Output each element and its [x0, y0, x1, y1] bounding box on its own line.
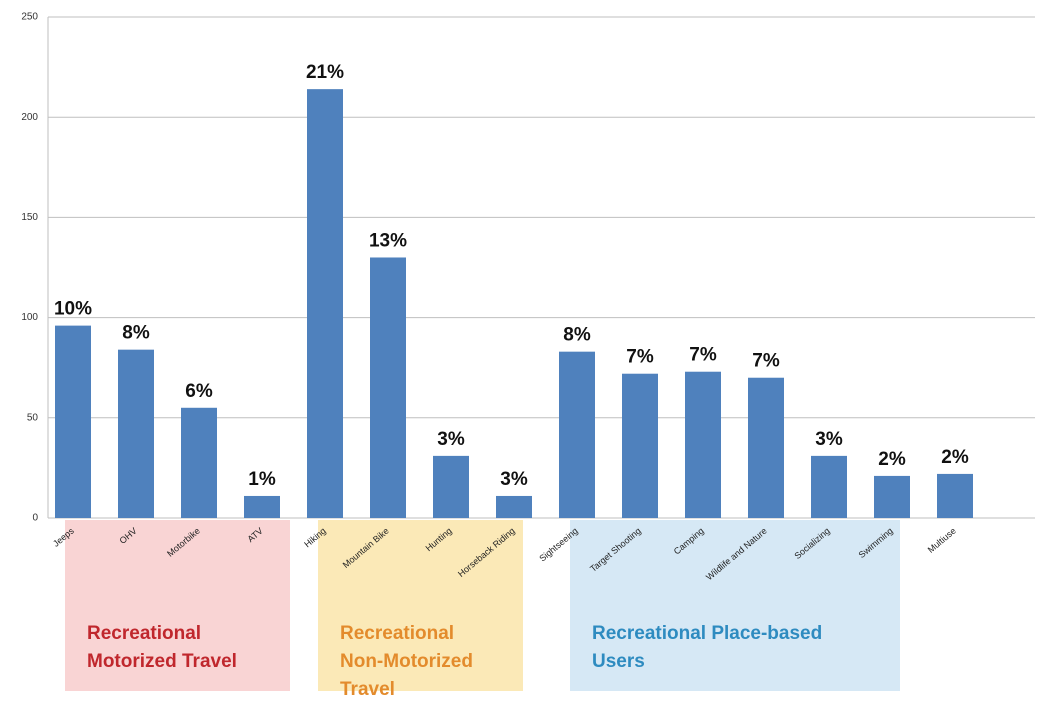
bar-label: 7% — [626, 347, 654, 368]
bar-label: 6% — [185, 381, 213, 402]
x-tick-label: Swimming — [857, 526, 895, 560]
bar-label: 3% — [500, 469, 528, 490]
bar-label: 8% — [563, 325, 591, 346]
bar — [181, 407, 217, 518]
x-tick-label: Hunting — [424, 526, 454, 554]
bar — [118, 349, 154, 518]
bar — [874, 475, 910, 518]
bar-label: 3% — [437, 429, 465, 450]
bar-label: 1% — [248, 469, 276, 490]
bar — [244, 495, 280, 518]
x-tick-label: Horseback Riding — [456, 526, 517, 579]
x-tick-label: ATV — [245, 526, 264, 544]
bar-label: 3% — [815, 429, 843, 450]
bar — [433, 455, 469, 518]
x-tick-label: Jeeps — [51, 525, 76, 548]
bar-label: 13% — [369, 230, 407, 251]
x-tick-label: Target Shooting — [588, 526, 643, 574]
y-tick-label: 150 — [21, 212, 38, 223]
y-tick-label: 250 — [21, 12, 38, 23]
bar-label: 7% — [752, 351, 780, 372]
group-box: Recreational Place-based Users — [570, 520, 900, 691]
x-tick-label: Motorbike — [165, 526, 202, 559]
bar — [370, 257, 406, 518]
bar-label: 2% — [941, 447, 969, 468]
y-tick-label: 200 — [21, 112, 38, 123]
x-tick-label: Sightseeing — [537, 526, 579, 564]
y-tick-label: 50 — [27, 412, 39, 423]
bar-label: 7% — [689, 345, 717, 366]
x-tick-label: Camping — [672, 526, 706, 557]
bar — [55, 325, 91, 518]
x-tick-label: Wildlife and Nature — [704, 526, 769, 583]
bar — [559, 351, 595, 518]
x-tick-label: Hiking — [302, 526, 328, 550]
bar — [685, 371, 721, 518]
bar-label: 8% — [122, 323, 150, 344]
x-tick-label: Mountain Bike — [341, 526, 391, 570]
x-tick-label: Multiuse — [926, 526, 958, 555]
bar-label: 10% — [54, 299, 92, 320]
bar — [811, 455, 847, 518]
bar — [748, 377, 784, 518]
bar — [307, 89, 343, 519]
bar-label: 2% — [878, 449, 906, 470]
bar-label: 21% — [306, 62, 344, 83]
bar — [622, 373, 658, 518]
y-tick-label: 100 — [21, 312, 38, 323]
x-tick-label: Socializing — [792, 526, 831, 561]
y-tick-label: 0 — [32, 513, 38, 524]
group-box: Recreational Motorized Travel — [65, 520, 290, 691]
x-tick-label: OHV — [117, 526, 138, 546]
bar — [496, 495, 532, 518]
bar — [937, 473, 973, 518]
